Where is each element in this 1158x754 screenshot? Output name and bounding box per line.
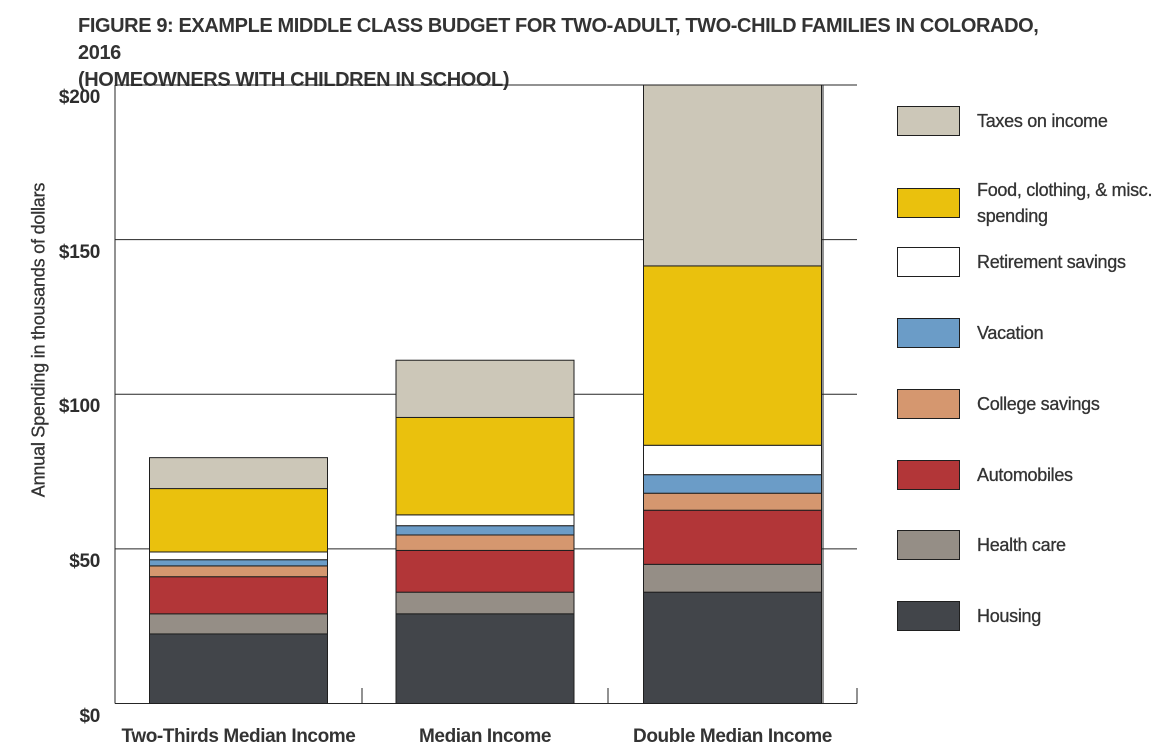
legend-swatch-automobiles [897,459,960,490]
bar-median-income-segment-taxes-on-income [395,359,575,418]
bar-two-thirds-median-income-segment-housing [149,633,328,705]
legend-item-college-savings: College savings [897,388,1155,419]
bar-two-thirds-median-income-segment-college-savings [149,565,328,578]
legend-item-vacation: Vacation [897,318,1155,349]
legend-item-automobiles: Automobiles [897,459,1155,490]
legend-label-retirement-savings: Retirement savings [977,252,1126,273]
y-tick-label-50: $50 [69,550,100,572]
bar-double-median-income-segment-health-care [643,563,822,593]
bar-double-median-income-segment-college-savings [643,492,822,511]
legend-swatch-health-care [897,530,960,561]
bar-median-income-segment-vacation [395,525,575,536]
bar-two-thirds-median-income-segment-taxes-on-income [149,457,328,490]
bar-double-median-income-segment-vacation [643,474,822,494]
legend-swatch-college-savings [897,388,960,419]
x-axis-label-two-thirds-median-income: Two-Thirds Median Income [121,726,356,747]
legend-item-housing: Housing [897,600,1155,631]
legend-label-taxes-on-income: Taxes on income [977,111,1108,131]
legend-item-food-clothing-misc-spending: Food, clothing, & misc. spending [897,177,1155,229]
bar-double-median-income-segment-food-clothing-misc-spending [643,265,822,446]
bar-median-income-segment-health-care [395,591,575,615]
bar-median-income-segment-automobiles [395,549,575,593]
bar-median-income-segment-housing [395,613,575,705]
legend-item-taxes-on-income: Taxes on income [897,106,1155,136]
legend-item-health-care: Health care [897,530,1155,561]
legend-swatch-taxes-on-income [897,106,960,136]
x-axis-label-median-income: Median Income [418,726,552,747]
bar-two-thirds-median-income-segment-retirement-savings [149,551,328,561]
bar-double-median-income-segment-automobiles [643,509,822,565]
bar-two-thirds-median-income-segment-automobiles [149,576,328,615]
bar-double-median-income-segment-retirement-savings [643,444,822,476]
x-axis-label-double-median-income: Double Median Income [633,726,832,747]
bar-two-thirds-median-income-segment-health-care [149,613,328,635]
legend-label-automobiles: Automobiles [977,464,1073,485]
legend-label-housing: Housing [977,605,1042,626]
legend-item-retirement-savings: Retirement savings [897,247,1155,278]
legend-swatch-food-clothing-misc-spending [897,187,960,218]
bar-median-income-segment-college-savings [395,534,575,551]
legend-swatch-retirement-savings [897,247,960,278]
legend-label-college-savings: College savings [977,393,1100,414]
y-tick-label-100: $100 [58,396,100,418]
bar-median-income-segment-food-clothing-misc-spending [395,416,575,516]
legend-label-vacation: Vacation [977,323,1044,344]
bar-two-thirds-median-income-segment-vacation [149,559,328,567]
legend-label-food-clothing-misc-spending: Food, clothing, & misc. spending [977,179,1153,226]
y-tick-label-0: $0 [79,705,100,727]
legend-swatch-vacation [897,318,960,349]
figure-number: FIGURE 9 [78,15,168,37]
bar-double-median-income-segment-taxes-on-income [643,84,822,267]
legend-label-health-care: Health care [977,535,1066,556]
bar-two-thirds-median-income-segment-food-clothing-misc-spending [149,488,328,553]
y-tick-label-150: $150 [58,241,100,263]
figure-title-text: : EXAMPLE MIDDLE CLASS BUDGET FOR TWO-AD… [78,15,1039,64]
legend-swatch-housing [897,600,960,631]
y-tick-label-200: $200 [58,87,100,108]
bar-double-median-income-segment-housing [643,591,822,704]
bar-median-income-segment-retirement-savings [395,514,575,527]
